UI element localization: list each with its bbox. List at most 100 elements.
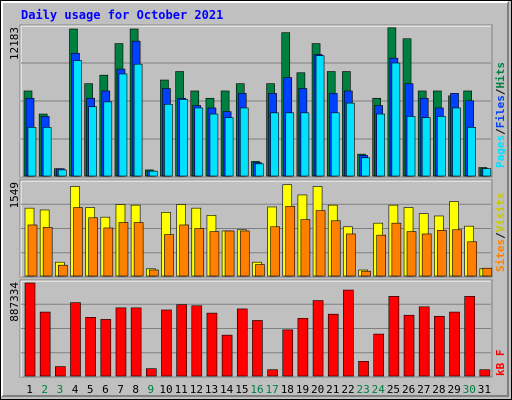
bar-kbytes (161, 309, 172, 377)
bar-kbytes (418, 306, 430, 377)
bar-pages (391, 62, 401, 177)
x-tick-label: 1 (26, 383, 33, 396)
bar-sites (209, 231, 220, 277)
bar-kbytes (297, 318, 309, 377)
x-tick-label: 21 (326, 383, 339, 396)
bar-kbytes (282, 329, 294, 377)
bar-pages (285, 112, 295, 177)
bar-kbytes (373, 333, 385, 377)
legend: Sites/Visits (494, 193, 507, 273)
bar-pages (27, 127, 37, 177)
bar-sites (255, 264, 265, 277)
bar-sites (315, 210, 326, 277)
bar-sites (376, 234, 387, 277)
bar-kbytes (206, 312, 218, 377)
bar-pages (42, 127, 52, 177)
x-tick-label: 24 (372, 383, 386, 396)
x-tick-label: 2 (41, 383, 48, 396)
bar-sites (194, 228, 205, 277)
bar-pages (133, 63, 143, 177)
bar-sites (164, 234, 174, 277)
bar-kbytes (39, 311, 51, 377)
legend-hits: Hits (494, 62, 507, 89)
bar-pages (148, 170, 158, 177)
x-tick-label: 14 (220, 383, 234, 396)
bar-sites (58, 264, 68, 277)
y-max-label: 1549 (8, 182, 21, 209)
x-tick-label: 16 (250, 383, 263, 396)
chart-title: Daily usage for October 2021 (21, 8, 224, 22)
bar-kbytes (449, 311, 460, 377)
x-tick-label: 5 (87, 383, 94, 396)
bar-pages (58, 169, 67, 177)
bar-sites (179, 224, 189, 277)
bar-sites (285, 206, 296, 277)
x-tick-label: 12 (190, 383, 203, 396)
bar-kbytes (191, 305, 203, 377)
bar-sites (103, 227, 114, 277)
bar-sites (437, 230, 447, 277)
bar-pages (437, 116, 446, 177)
bar-pages (239, 107, 249, 177)
bar-kbytes (252, 320, 263, 377)
x-tick-label: 17 (266, 383, 279, 396)
x-tick-label: 26 (402, 383, 415, 396)
x-tick-label: 25 (387, 383, 400, 396)
x-tick-label: 22 (341, 383, 354, 396)
bar-kbytes (115, 307, 127, 377)
bar-kbytes (403, 314, 415, 377)
x-tick-label: 15 (235, 383, 248, 396)
bar-kbytes (312, 300, 324, 377)
bar-kbytes (479, 369, 491, 377)
bar-pages (179, 99, 188, 177)
legend-separator: / (494, 88, 507, 95)
legend-kbytes: kB F (494, 350, 507, 377)
bar-kbytes (343, 289, 354, 377)
bar-sites (391, 222, 402, 277)
legend-visits: Visits (494, 193, 507, 233)
x-tick-label: 8 (132, 383, 139, 396)
bar-sites (133, 222, 144, 277)
bar-kbytes (267, 369, 278, 377)
bar-pages (164, 104, 173, 177)
bar-pages (270, 112, 279, 177)
x-tick-label: 10 (159, 383, 172, 396)
x-tick-label: 13 (205, 383, 218, 396)
bar-pages (315, 55, 325, 177)
bar-pages (194, 107, 204, 177)
x-tick-label: 18 (281, 383, 294, 396)
bar-pages (361, 157, 370, 177)
x-tick-label: 20 (311, 383, 324, 396)
x-tick-label: 27 (417, 383, 430, 396)
x-tick-label: 23 (357, 383, 370, 396)
bar-pages (224, 117, 234, 177)
bar-sites (88, 217, 98, 277)
x-tick-label: 6 (102, 383, 109, 396)
bar-sites (361, 270, 371, 277)
legend-files: Files (494, 95, 507, 128)
bar-kbytes (145, 368, 157, 377)
bar-kbytes (70, 302, 81, 377)
legend-separator: / (494, 128, 507, 135)
bar-kbytes (434, 315, 445, 377)
bar-kbytes (24, 282, 36, 377)
bar-sites (73, 207, 83, 277)
bar-kbytes (358, 361, 369, 377)
legend: Pages/Files/Hits (494, 62, 507, 168)
x-tick-label: 31 (478, 383, 491, 396)
bar-pages (346, 102, 355, 177)
bar-sites (421, 233, 432, 277)
x-tick-label: 19 (296, 383, 309, 396)
bar-sites (406, 231, 417, 277)
bar-pages (482, 168, 492, 177)
bar-pages (255, 163, 264, 177)
bar-pages (300, 112, 310, 177)
legend-sites: Sites (494, 239, 507, 272)
bar-pages (209, 113, 219, 177)
bar-sites (482, 267, 493, 277)
x-tick-label: 7 (117, 383, 124, 396)
bar-sites (330, 220, 341, 277)
bar-sites (270, 226, 280, 277)
bar-sites (118, 222, 129, 277)
bar-pages (118, 73, 128, 177)
